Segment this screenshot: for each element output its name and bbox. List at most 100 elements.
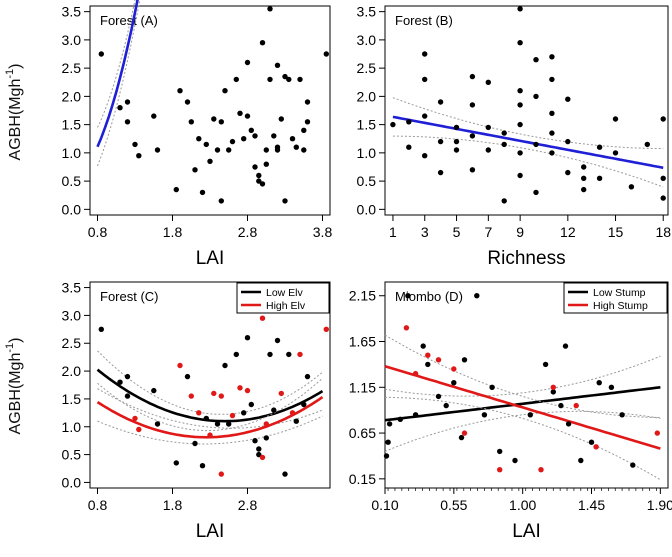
y-tick-label: 0.65 — [349, 425, 376, 441]
x-tick-label: 2.8 — [238, 224, 258, 240]
data-point — [271, 407, 277, 413]
data-point — [425, 361, 431, 368]
data-point — [301, 401, 307, 408]
data-point — [512, 457, 518, 464]
y-tick-label: 3.5 — [62, 280, 82, 296]
plot-frame — [384, 5, 669, 216]
data-point — [218, 393, 224, 399]
confidence-band-lower — [384, 410, 661, 452]
data-point — [218, 198, 224, 204]
data-point — [211, 116, 217, 122]
data-point — [98, 51, 105, 57]
data-point — [461, 357, 468, 363]
data-point — [263, 147, 269, 153]
panel-title: Forest (A) — [100, 13, 158, 28]
ylabel-close: ) — [7, 338, 24, 343]
y-tick-label: 1.5 — [62, 117, 82, 133]
fit-line — [96, 396, 324, 439]
data-point — [214, 421, 221, 427]
data-point — [628, 184, 635, 190]
data-point — [132, 415, 138, 422]
x-tick-label: 1 — [389, 224, 397, 240]
y-tick-label: 2.5 — [62, 60, 82, 76]
data-point — [211, 390, 217, 397]
data-point — [282, 73, 288, 80]
data-point — [256, 172, 262, 179]
confidence-band-lower — [385, 396, 661, 481]
data-point — [154, 147, 161, 153]
data-point — [229, 138, 236, 145]
y-tick-label: 1.0 — [357, 145, 377, 161]
data-point — [263, 421, 269, 427]
fit-line — [96, 368, 324, 423]
data-point — [323, 51, 329, 57]
panel-b: 1 3 5 7 9 12 15 18 0.0 0.5 1.0 1.5 2.0 2.5 3.0 3.5 Richn… — [357, 4, 672, 269]
data-point — [199, 189, 206, 196]
data-point — [501, 130, 507, 136]
y-tick-label: 2.0 — [357, 88, 377, 104]
data-point — [481, 412, 488, 418]
data-point — [383, 453, 390, 459]
data-point — [517, 88, 523, 94]
data-point — [151, 387, 157, 394]
panel-title: Forest (C) — [100, 289, 159, 304]
data-point — [192, 167, 198, 173]
y-tick-label: 3.5 — [62, 4, 82, 20]
data-point — [304, 99, 311, 105]
legend-label: High Stump — [593, 300, 648, 312]
data-point — [252, 438, 258, 444]
data-point — [256, 446, 262, 452]
data-point — [550, 389, 556, 395]
x-tick-label: 3.8 — [313, 224, 333, 240]
x-axis-label: LAI — [196, 521, 225, 542]
y-tick-label: 0.5 — [62, 173, 82, 189]
data-point — [297, 76, 303, 83]
y-tick-label: 0.0 — [62, 474, 82, 490]
data-point — [406, 119, 412, 125]
data-point — [289, 136, 296, 142]
confidence-band-lower — [392, 135, 664, 188]
data-point — [405, 293, 411, 299]
confidence-band-upper — [384, 355, 661, 397]
data-point — [132, 141, 138, 148]
data-point — [608, 384, 615, 390]
ylabel-close: ) — [7, 64, 24, 69]
data-point — [533, 57, 539, 63]
y-tick-label: 3.0 — [357, 32, 377, 48]
data-point — [469, 133, 476, 139]
y-tick-label: 1.5 — [62, 391, 82, 407]
data-point — [304, 119, 311, 125]
data-point — [422, 113, 428, 119]
data-point — [565, 421, 572, 427]
fit-line — [384, 386, 661, 422]
x-tick-label: 1.00 — [509, 497, 536, 513]
data-point — [435, 357, 442, 363]
data-point — [565, 96, 571, 102]
data-point — [203, 415, 209, 422]
data-point — [293, 144, 299, 150]
data-point — [596, 144, 603, 150]
plot-frame — [384, 281, 669, 489]
data-point — [660, 116, 666, 122]
data-point — [612, 150, 619, 156]
data-point — [259, 40, 266, 46]
data-point — [117, 379, 123, 385]
y-tick-label: 2.0 — [62, 88, 82, 104]
data-point — [517, 40, 523, 46]
data-point — [267, 6, 273, 12]
plot-frame — [89, 5, 331, 216]
data-point — [596, 380, 602, 386]
y-axis-label-top: AGBH(Mgh-1) — [4, 64, 24, 161]
data-point — [218, 471, 224, 477]
data-point — [469, 73, 476, 80]
data-point — [549, 130, 555, 136]
data-point — [385, 439, 391, 445]
data-point — [151, 113, 157, 119]
confidence-band-upper — [97, 0, 136, 128]
data-point — [196, 410, 202, 416]
data-point — [286, 351, 292, 358]
data-point — [458, 434, 465, 441]
data-point — [549, 150, 555, 156]
